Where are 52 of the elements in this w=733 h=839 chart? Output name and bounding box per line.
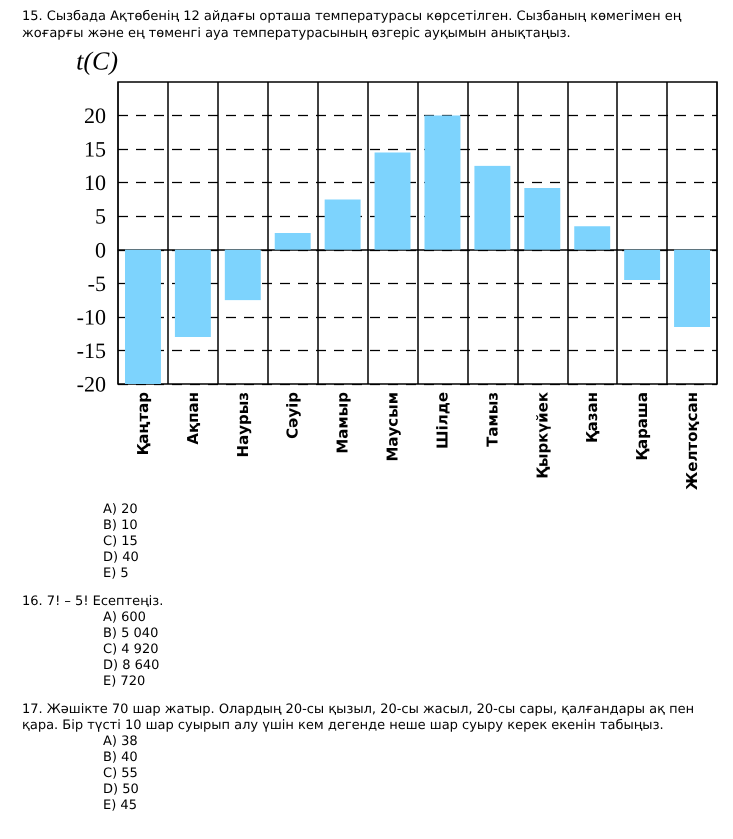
bar [174, 250, 211, 338]
text: 16. 7! – 5! Есептеңіз. [21, 594, 164, 610]
text: B) 10 [102, 518, 139, 534]
y-tick-label: 10 [84, 170, 106, 196]
x-tick-label: Желтоқсан [683, 392, 702, 490]
y-tick-label: -10 [76, 304, 106, 330]
text: A) 20 [102, 502, 139, 518]
y-tick-label: -20 [76, 372, 106, 396]
x-tick-label: Қаңтар [134, 392, 152, 456]
x-tick-label: Мамыр [334, 392, 352, 454]
x-tick-label: Шілде [433, 392, 452, 449]
text: C) 15 [102, 534, 139, 550]
text: C) 55 [102, 766, 139, 782]
chart-title: 15. Сызбада Ақтөбенің 12 айдағы орташа температурасы көрсетілген. Сызбаның көмегімен ең жоғарғы және ең төменгі ауа температурасының өзгеріс ауқымын анықтаңыз. [21, 8, 682, 42]
text: E) 720 [102, 674, 146, 690]
x-tick-label: Қазан [583, 392, 602, 443]
text: D) 8 640 [102, 658, 160, 674]
bar [474, 166, 510, 250]
bar [424, 116, 460, 250]
x-tick-label: Ақпан [184, 392, 202, 445]
bar [524, 188, 560, 250]
y-tick-label: 15 [84, 136, 106, 162]
text: C) 4 920 [102, 642, 160, 658]
text: A) 38 [102, 734, 139, 750]
text: B) 40 [102, 750, 139, 766]
bar [374, 152, 411, 250]
text: E) 45 [102, 798, 138, 814]
text: A) 600 [102, 610, 147, 626]
x-tick-label: Тамыз [483, 392, 502, 447]
x-tick-label: Наурыз [234, 392, 252, 458]
text: D) 40 [102, 550, 140, 566]
bar [124, 250, 161, 384]
x-tick-label: Сәуір [284, 392, 302, 439]
bar [324, 199, 361, 250]
text: B) 5 040 [102, 626, 160, 642]
bar [574, 226, 610, 250]
x-tick-label: Маусым [384, 392, 402, 462]
y-tick-label: -15 [76, 338, 106, 363]
y-tick-label: 5 [95, 204, 106, 229]
y-tick-label: 20 [84, 103, 106, 128]
x-tick-label: Қыркүйек [533, 392, 552, 479]
text: E) 5 [102, 566, 130, 582]
y-tick-label: 0 [95, 237, 106, 262]
bar [224, 250, 261, 300]
bar [674, 250, 710, 327]
bar [624, 250, 660, 280]
x-tick-label: Қараша [633, 392, 652, 461]
text: 17. Жәшікте 70 шар жатыр. Олардың 20-сы қызыл, 20-сы жасыл, 20-сы сары, қалғандары ақ пен қара. Бір түсті 10 шар суырып алу үшін кем дегенде неше шар суыру керек екенін табыңыз. [21, 702, 696, 734]
y-axis-title: t(C) [76, 46, 118, 76]
text: D) 50 [102, 782, 140, 798]
y-tick-label: -5 [88, 270, 106, 296]
bar [274, 233, 311, 250]
